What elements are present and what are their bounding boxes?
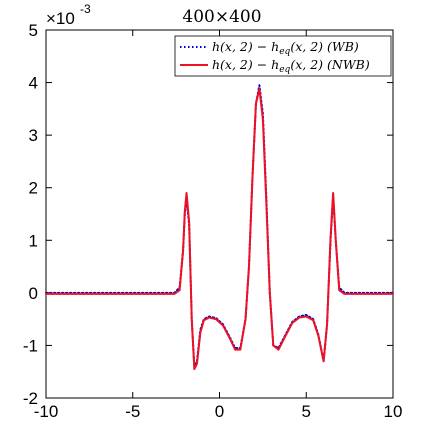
series-line-nwb <box>45 87 394 371</box>
y-tick-label: 4 <box>29 74 38 93</box>
x-tick-label: 5 <box>302 402 311 421</box>
y-tick-label: 1 <box>29 231 38 250</box>
series-line-wb <box>45 84 394 368</box>
y-axis-scale-factor: ×10 -3 <box>46 2 91 28</box>
x-tick-label: -10 <box>34 402 59 421</box>
legend-label-wb: h(x, 2) − heq(x, 2) (WB) <box>212 39 359 57</box>
x-tick-label: -5 <box>125 402 140 421</box>
legend: h(x, 2) − heq(x, 2) (WB)h(x, 2) − heq(x,… <box>174 35 392 77</box>
x-tick-label: 0 <box>215 402 224 421</box>
y-tick-label: 5 <box>29 21 38 40</box>
y-tick-label: 0 <box>29 284 38 303</box>
y-scale-exponent: -3 <box>80 2 91 16</box>
legend-label-nwb: h(x, 2) − heq(x, 2) (NWB) <box>212 57 370 75</box>
series-layer <box>45 84 394 371</box>
chart-title: 400×400 <box>182 7 261 27</box>
y-tick-label: -2 <box>23 389 38 408</box>
y-scale-base: ×10 <box>46 9 75 28</box>
plot-area-frame <box>45 29 394 399</box>
legend-box <box>174 35 392 77</box>
x-tick-label: 10 <box>384 402 403 421</box>
y-tick-label: 2 <box>29 179 38 198</box>
y-tick-label: 3 <box>29 126 38 145</box>
y-tick-label: -1 <box>23 336 38 355</box>
